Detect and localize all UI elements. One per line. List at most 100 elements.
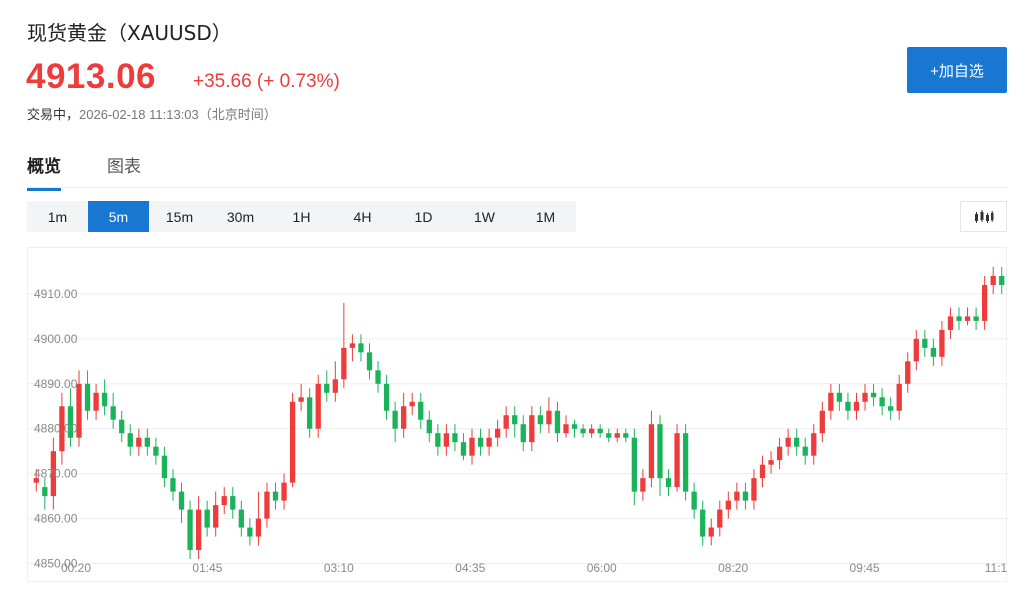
chart-type-button[interactable] (960, 201, 1007, 232)
y-tick-label: 4860.00 (34, 512, 78, 526)
candle (76, 370, 82, 447)
candle-body (640, 478, 646, 492)
candle (640, 469, 646, 501)
candle-body (401, 406, 407, 429)
candle (999, 266, 1005, 294)
candle-body (691, 491, 697, 510)
candle (93, 383, 99, 420)
candle (50, 437, 57, 510)
candle (554, 401, 561, 443)
candle-body (999, 275, 1005, 285)
candle-body (392, 410, 398, 429)
candle (546, 397, 552, 434)
candle-body (170, 478, 176, 492)
candle (136, 428, 142, 456)
candle-body (50, 451, 57, 497)
candle-body (571, 424, 578, 429)
candle-body (110, 406, 116, 420)
candle (648, 410, 655, 488)
candle-body (631, 437, 637, 492)
candle (366, 343, 373, 380)
candle (409, 392, 415, 416)
candle (580, 424, 586, 438)
period-1mo[interactable]: 1M (535, 208, 556, 225)
candle-body (922, 338, 928, 348)
price-chart[interactable]: 4910.00 4900.00 4890.00 4880.00 4870.00 4860.… (27, 247, 1008, 582)
candle-body (836, 392, 843, 402)
candle-body (930, 347, 937, 357)
candle-body (623, 433, 629, 438)
candle-body (956, 316, 962, 321)
candle (785, 428, 791, 456)
candle-body (614, 433, 620, 438)
candle (896, 374, 902, 420)
candle-body (811, 433, 817, 456)
candle (520, 415, 526, 452)
candle-body (213, 505, 219, 528)
x-tick-label: 09:45 (850, 561, 880, 575)
candle-body (452, 433, 458, 443)
x-tick-label: 01:45 (192, 561, 222, 575)
candle (59, 392, 65, 465)
candle (101, 379, 108, 416)
candle (341, 302, 347, 389)
tab-chart[interactable]: 图表 (107, 157, 141, 177)
y-tick-label: 4880.00 (34, 422, 78, 436)
tab-overview[interactable]: 概览 (27, 152, 61, 191)
candle-body (896, 383, 902, 411)
candle (708, 518, 714, 546)
candle (144, 428, 150, 456)
candle-body (725, 500, 731, 510)
x-tick-label: 11:1 (985, 561, 1008, 575)
period-5m[interactable]: 5m (88, 201, 149, 232)
add-watchlist-button[interactable]: +加自选 (907, 47, 1007, 93)
period-1h[interactable]: 1H (292, 208, 311, 225)
candle-body (435, 433, 441, 447)
candle (563, 415, 569, 438)
candle (84, 370, 91, 420)
candle-body (42, 487, 48, 497)
period-1m[interactable]: 1m (47, 208, 68, 225)
candle (819, 401, 825, 443)
candle-body (939, 329, 945, 357)
candle (751, 469, 757, 510)
candle-body (153, 446, 159, 456)
candle (358, 334, 364, 362)
period-30m[interactable]: 30m (226, 208, 255, 225)
candle-body (443, 433, 450, 447)
period-1w[interactable]: 1W (474, 208, 495, 225)
candle (990, 266, 996, 294)
candle (213, 491, 219, 537)
candle-body (426, 419, 432, 434)
candle (913, 329, 919, 371)
candle-body (554, 410, 561, 434)
candle (42, 478, 48, 510)
candle-body (520, 424, 526, 443)
candle-body (879, 397, 885, 407)
x-tick-label: 00:20 (61, 561, 91, 575)
candle (170, 469, 176, 501)
candle-body (665, 478, 672, 488)
candle (247, 518, 253, 546)
candle-body (597, 428, 603, 434)
candle-body (33, 478, 39, 483)
candle-body (67, 406, 74, 438)
tab-bar: 概览 图表 (27, 150, 1007, 191)
candle (33, 469, 39, 492)
candle-body (862, 392, 868, 402)
candle-body (870, 392, 877, 398)
candle-body (794, 437, 800, 447)
candle (956, 307, 962, 330)
candle-body (418, 401, 424, 420)
candle (725, 491, 731, 519)
candle-body (964, 316, 971, 321)
candle-body (255, 518, 262, 537)
candle-body (708, 527, 714, 537)
candle-body (529, 415, 535, 443)
candle (623, 428, 629, 443)
period-4h[interactable]: 4H (353, 208, 372, 225)
candle (700, 500, 706, 546)
period-15m[interactable]: 15m (165, 208, 194, 225)
period-1d[interactable]: 1D (414, 208, 433, 225)
candle (614, 428, 620, 443)
